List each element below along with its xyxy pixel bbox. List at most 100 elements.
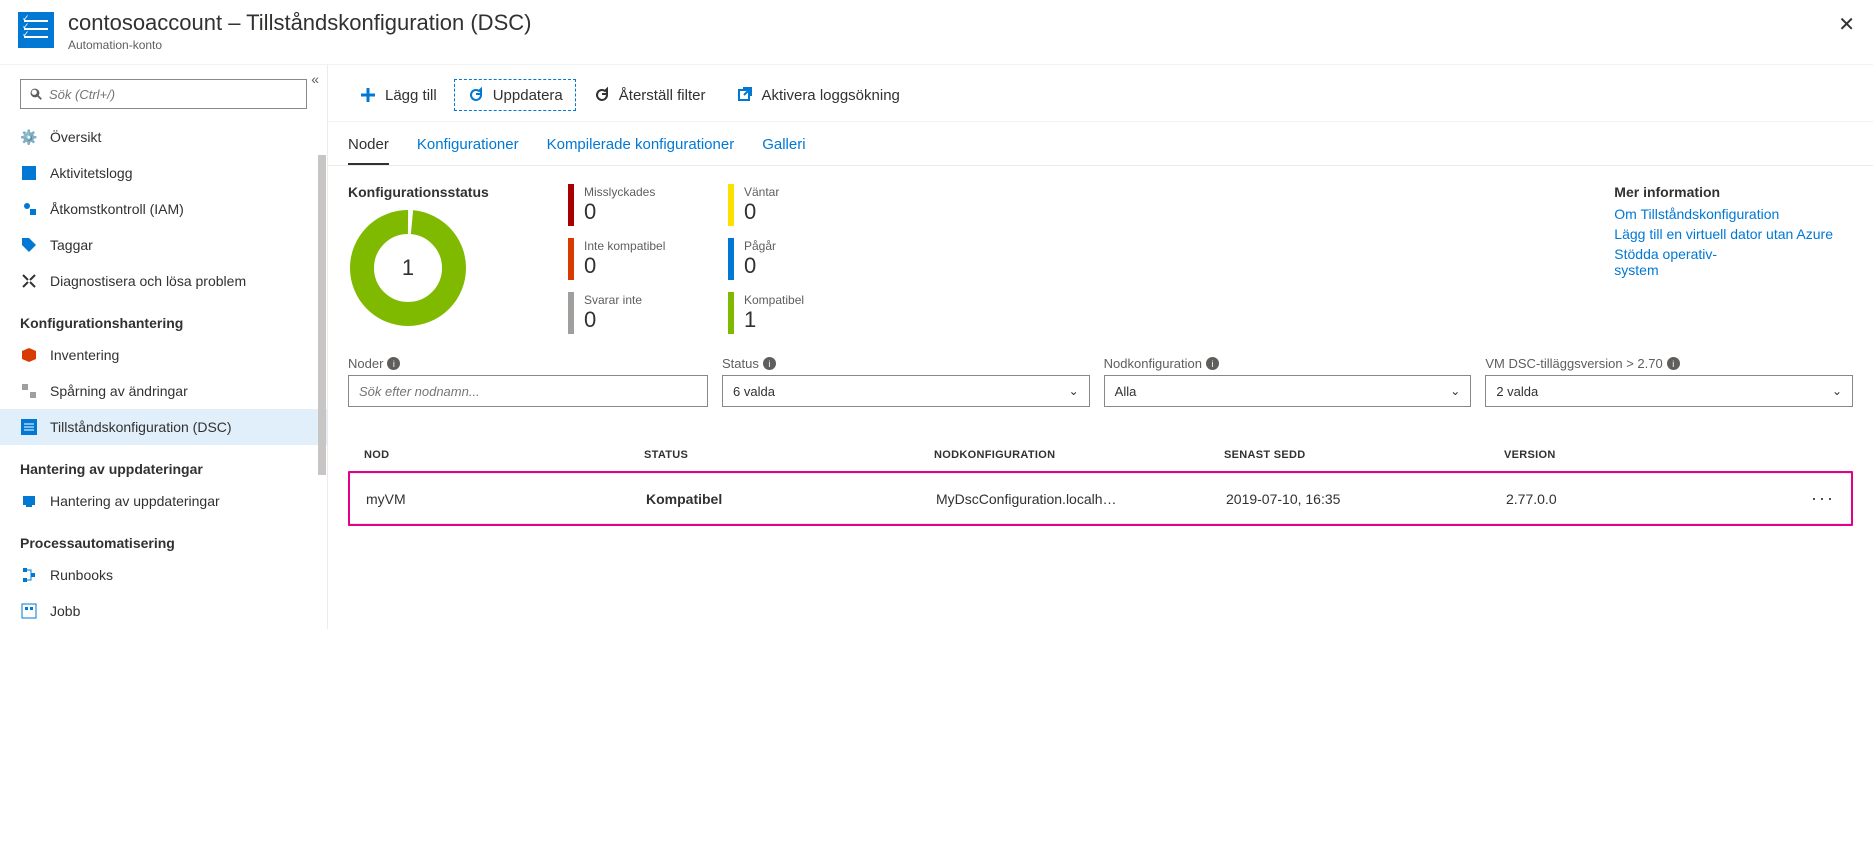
info-icon[interactable]: i: [387, 357, 400, 370]
metric-label: Inte kompatibel: [584, 239, 665, 253]
col-header-version[interactable]: VERSION: [1504, 449, 1837, 461]
filter-config-label: Nodkonfigurationi: [1104, 356, 1472, 371]
nav-jobs[interactable]: Jobb: [0, 593, 327, 629]
status-metric: Väntar 0: [728, 184, 868, 226]
reset-label: Återställ filter: [619, 87, 706, 104]
nav-change-tracking[interactable]: Spårning av ändringar: [0, 373, 327, 409]
nav-activity-log[interactable]: Aktivitetslogg: [0, 155, 327, 191]
nav-label: Tillståndskonfiguration (DSC): [50, 419, 232, 435]
info-icon[interactable]: i: [1667, 357, 1680, 370]
nav-label: Åtkomstkontroll (IAM): [50, 201, 184, 217]
metric-bar: [728, 184, 734, 226]
nav-section-process: Processautomatisering: [0, 519, 327, 557]
filter-nodes-input[interactable]: [348, 375, 708, 407]
metric-label: Väntar: [744, 185, 779, 199]
nav-update-mgmt[interactable]: Hantering av uppdateringar: [0, 483, 327, 519]
nav-label: Översikt: [50, 129, 101, 145]
col-header-last[interactable]: SENAST SEDD: [1224, 449, 1504, 461]
metric-label: Svarar inte: [584, 293, 642, 307]
status-metrics: Misslyckades 0 Väntar 0 Inte kompatibel …: [568, 184, 868, 334]
log-label: Aktivera loggsökning: [761, 87, 899, 104]
sidebar: « ⚙️ Översikt Aktivitetslogg Åtkomstkont…: [0, 65, 328, 629]
filter-status-label: Statusi: [722, 356, 1090, 371]
status-metric: Misslyckades 0: [568, 184, 708, 226]
filter-version-label: VM DSC-tilläggsversion > 2.70i: [1485, 356, 1853, 371]
col-header-node[interactable]: NOD: [364, 449, 644, 461]
filter-status-select[interactable]: 6 valda ⌄: [722, 375, 1090, 407]
reset-filter-button[interactable]: Återställ filter: [580, 79, 719, 111]
cell-status: Kompatibel: [646, 491, 936, 507]
cell-node: myVM: [366, 491, 646, 507]
info-icon[interactable]: i: [1206, 357, 1219, 370]
metric-label: Misslyckades: [584, 185, 655, 199]
table-row[interactable]: myVM Kompatibel MyDscConfiguration.local…: [350, 473, 1851, 524]
enable-log-button[interactable]: Aktivera loggsökning: [722, 79, 912, 111]
nav-label: Runbooks: [50, 567, 113, 583]
filter-config-select[interactable]: Alla ⌄: [1104, 375, 1472, 407]
nav-iam[interactable]: Åtkomstkontroll (IAM): [0, 191, 327, 227]
dsc-icon: [20, 418, 38, 436]
tab-configurations[interactable]: Konfigurationer: [417, 136, 519, 165]
col-header-config[interactable]: NODKONFIGURATION: [934, 449, 1224, 461]
metric-bar: [728, 238, 734, 280]
node-search-input[interactable]: [359, 384, 697, 399]
metric-value: 0: [744, 199, 779, 225]
nav-label: Taggar: [50, 237, 93, 253]
nav-list: ⚙️ Översikt Aktivitetslogg Åtkomstkontro…: [0, 119, 327, 629]
nav-section-updates: Hantering av uppdateringar: [0, 445, 327, 483]
link-supported-os[interactable]: Stödda operativ- system: [1614, 246, 1833, 278]
col-header-status[interactable]: STATUS: [644, 449, 934, 461]
sidebar-search[interactable]: [20, 79, 307, 109]
highlighted-row-box: myVM Kompatibel MyDscConfiguration.local…: [348, 471, 1853, 526]
metric-bar: [568, 292, 574, 334]
filter-version-select[interactable]: 2 valda ⌄: [1485, 375, 1853, 407]
tab-gallery[interactable]: Galleri: [762, 136, 805, 165]
sidebar-scrollbar[interactable]: [318, 155, 326, 475]
status-metric: Pågår 0: [728, 238, 868, 280]
metric-label: Pågår: [744, 239, 776, 253]
refresh-label: Uppdatera: [493, 87, 563, 104]
add-button[interactable]: Lägg till: [346, 79, 450, 111]
nav-inventory[interactable]: Inventering: [0, 337, 327, 373]
nav-tags[interactable]: Taggar: [0, 227, 327, 263]
blade-title: contosoaccount – Tillståndskonfiguration…: [68, 10, 531, 36]
runbooks-icon: [20, 566, 38, 584]
donut-center-value: 1: [402, 255, 414, 281]
nav-runbooks[interactable]: Runbooks: [0, 557, 327, 593]
collapse-sidebar-button[interactable]: «: [311, 71, 319, 87]
link-add-non-azure-vm[interactable]: Lägg till en virtuell dator utan Azure: [1614, 226, 1833, 242]
command-bar: Lägg till Uppdatera Återställ filter Akt…: [328, 65, 1873, 122]
filter-config-value: Alla: [1115, 384, 1137, 399]
nav-overview[interactable]: ⚙️ Översikt: [0, 119, 327, 155]
status-metric: Svarar inte 0: [568, 292, 708, 334]
tab-compiled[interactable]: Kompilerade konfigurationer: [547, 136, 735, 165]
inventory-icon: [20, 346, 38, 364]
nav-label: Jobb: [50, 603, 80, 619]
tab-nodes[interactable]: Noder: [348, 136, 389, 165]
metric-value: 0: [584, 307, 642, 333]
refresh-icon: [467, 86, 485, 104]
link-about-dsc[interactable]: Om Tillståndskonfiguration: [1614, 206, 1833, 222]
refresh-button[interactable]: Uppdatera: [454, 79, 576, 111]
blade-header: contosoaccount – Tillståndskonfiguration…: [0, 0, 1873, 65]
cell-last-seen: 2019-07-10, 16:35: [1226, 491, 1506, 507]
close-button[interactable]: ✕: [1838, 12, 1855, 37]
info-icon[interactable]: i: [763, 357, 776, 370]
status-metric: Inte kompatibel 0: [568, 238, 708, 280]
filter-row: Noderi Statusi 6 valda ⌄ Nodkonfiguratio…: [348, 356, 1853, 407]
sidebar-search-input[interactable]: [49, 87, 298, 102]
nav-diagnose[interactable]: Diagnostisera och lösa problem: [0, 263, 327, 299]
status-metric: Kompatibel 1: [728, 292, 868, 334]
nav-label: Aktivitetslogg: [50, 165, 132, 181]
search-icon: [29, 87, 43, 101]
row-actions-button[interactable]: ···: [1775, 488, 1835, 509]
overview-icon: ⚙️: [20, 128, 38, 146]
status-donut-chart: 1: [348, 208, 468, 328]
filter-nodes-label: Noderi: [348, 356, 708, 371]
nav-label: Inventering: [50, 347, 119, 363]
tab-bar: Noder Konfigurationer Kompilerade konfig…: [328, 122, 1873, 166]
jobs-icon: [20, 602, 38, 620]
updates-icon: [20, 492, 38, 510]
nav-dsc[interactable]: Tillståndskonfiguration (DSC): [0, 409, 327, 445]
dsc-blade-icon: [18, 12, 54, 48]
